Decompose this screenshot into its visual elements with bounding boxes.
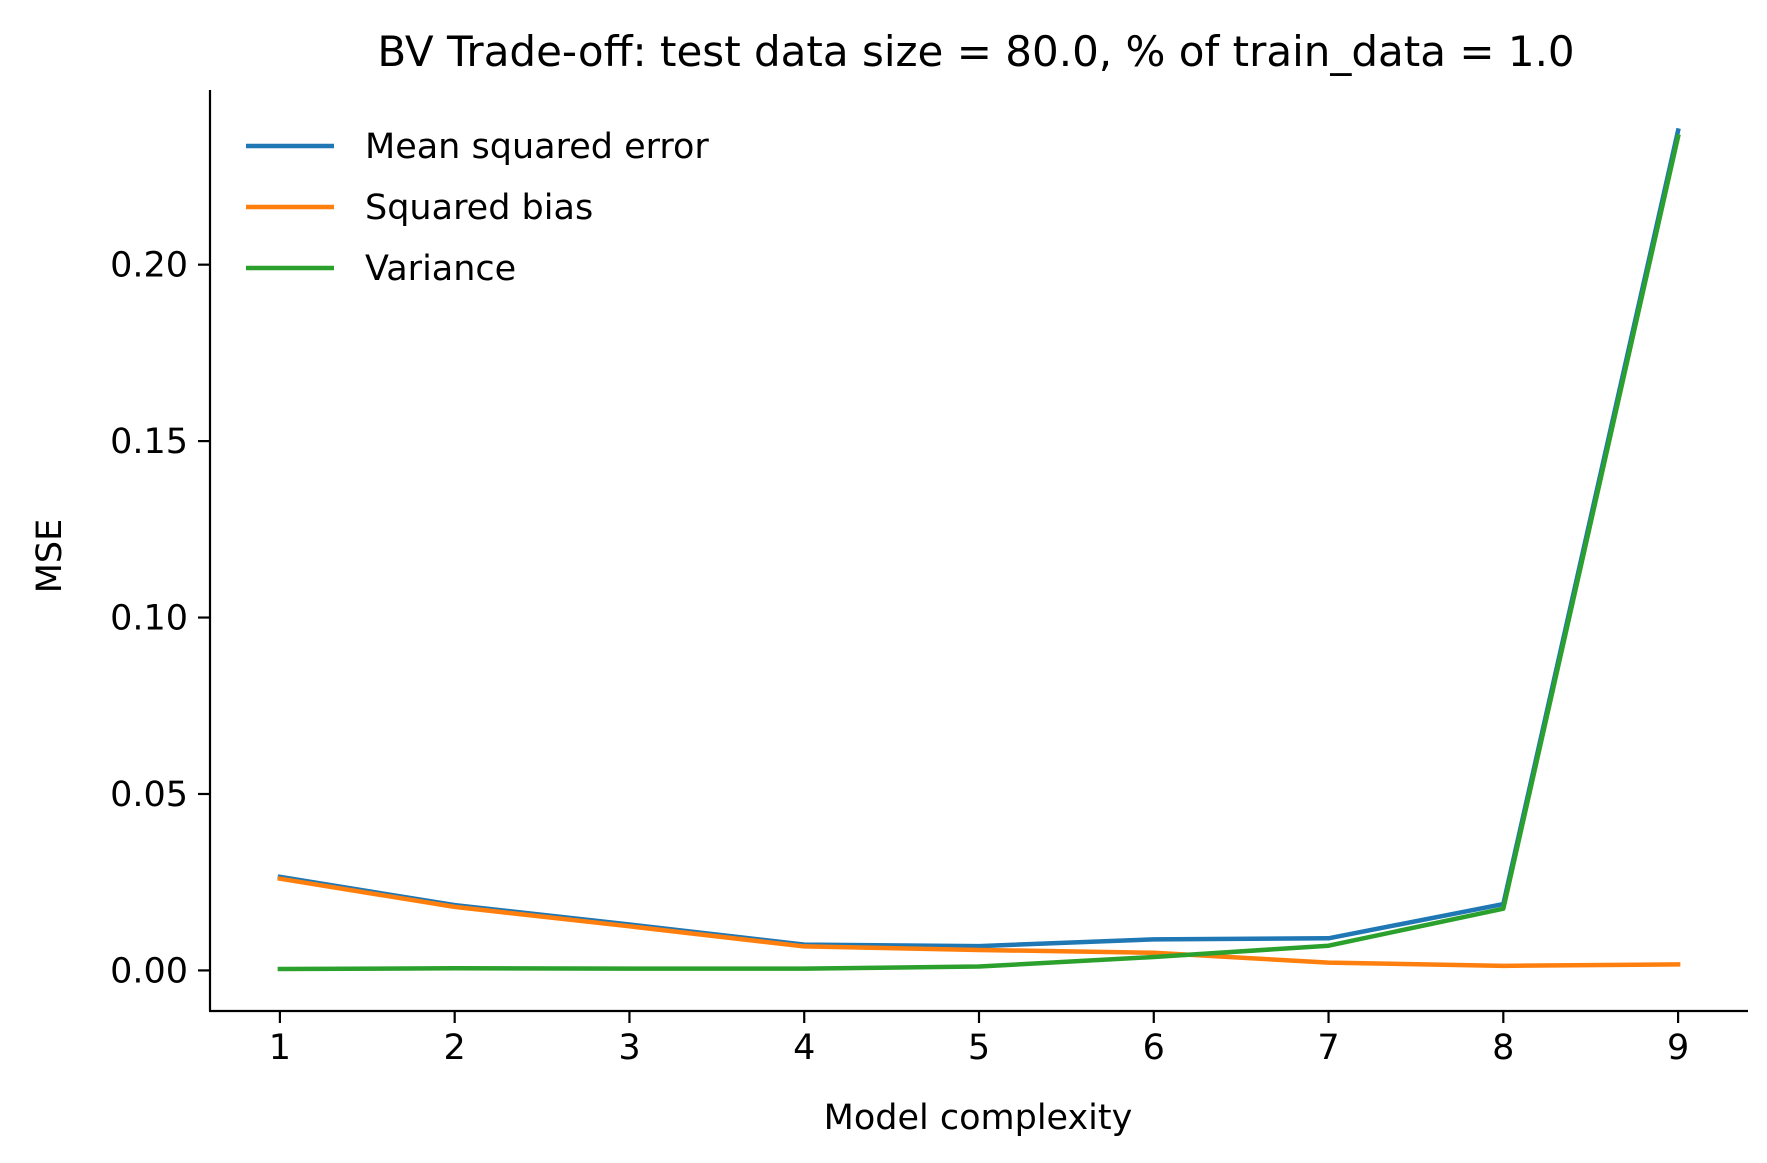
y-tick-label: 0.15	[110, 422, 188, 462]
x-tick-label: 1	[269, 1028, 291, 1068]
y-tick-label: 0.05	[110, 775, 188, 815]
plot-area	[277, 127, 1681, 972]
ticks: 1 2 3 4 5 6 7 8 9 0.00 0.05 0.10 0.15 0.20	[110, 246, 1689, 1068]
x-tick-label: 3	[618, 1028, 640, 1068]
legend-label-squared-bias: Squared bias	[365, 188, 593, 228]
y-tick-label: 0.20	[110, 246, 188, 286]
axes	[208, 90, 1748, 1013]
x-tick-label: 6	[1143, 1028, 1165, 1068]
y-tick-label: 0.10	[110, 599, 188, 639]
legend-label-variance: Variance	[365, 249, 516, 289]
chart-title: BV Trade-off: test data size = 80.0, % o…	[377, 27, 1574, 76]
x-tick-label: 4	[793, 1028, 815, 1068]
x-tick-label: 9	[1667, 1028, 1689, 1068]
x-tick-label: 7	[1317, 1028, 1339, 1068]
series-line-squared-bias	[277, 876, 1681, 969]
x-axis-label: Model complexity	[824, 1098, 1133, 1138]
y-axis-label: MSE	[30, 519, 70, 594]
x-tick-label: 2	[444, 1028, 466, 1068]
x-tick-label: 8	[1492, 1028, 1514, 1068]
y-tick-label: 0.00	[110, 951, 188, 991]
legend-label-mean-squared-error: Mean squared error	[365, 127, 709, 167]
x-tick-label: 5	[968, 1028, 990, 1068]
legend: Mean squared error Squared bias Variance	[246, 127, 709, 289]
series-line-variance	[277, 133, 1681, 972]
